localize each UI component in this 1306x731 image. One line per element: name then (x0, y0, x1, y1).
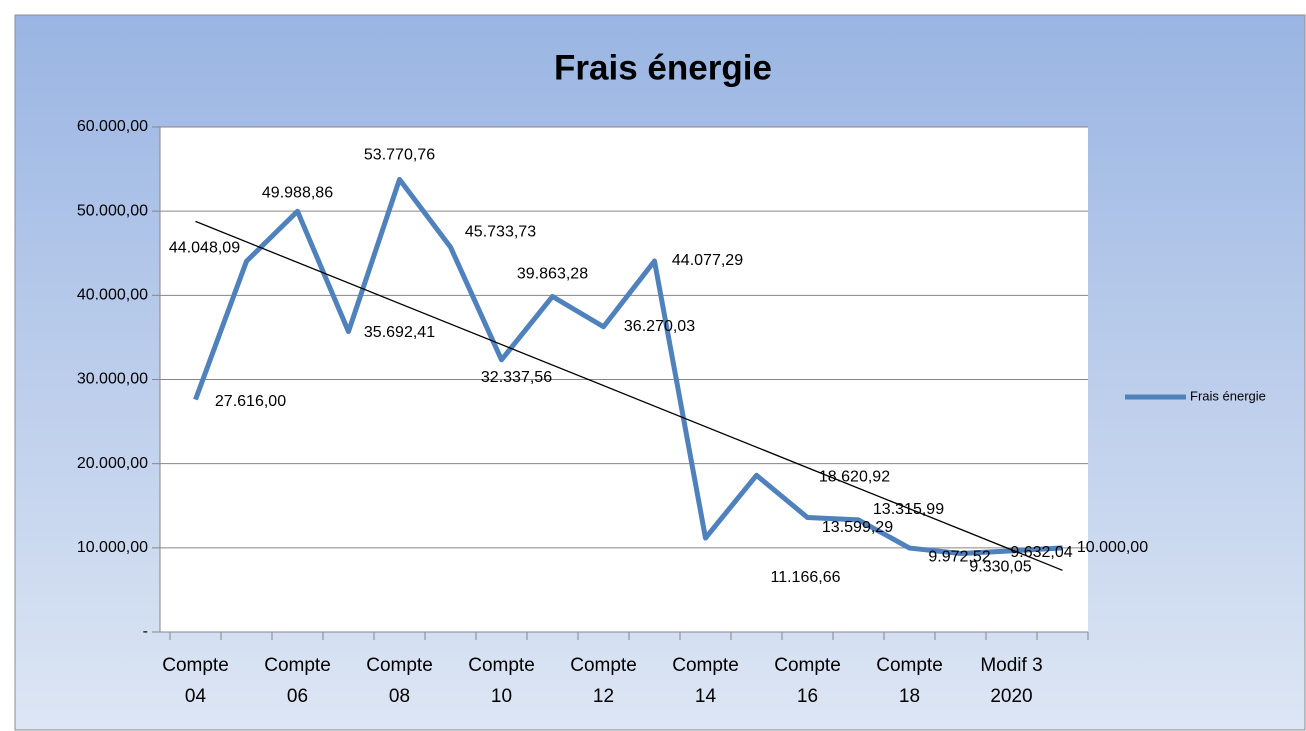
x-tick-label: Compte 06 (264, 655, 331, 707)
data-label: 53.770,76 (364, 147, 435, 164)
y-tick-label: 40.000,00 (77, 287, 148, 304)
data-label: 9.972,52 (928, 548, 990, 565)
x-tick-label: Compte 04 (162, 655, 229, 707)
data-label: 18.620,92 (819, 468, 890, 485)
data-label: 36.270,03 (624, 318, 695, 335)
data-label: 39.863,28 (517, 266, 588, 283)
data-label: 44.048,09 (169, 239, 240, 256)
x-tick-label: Compte 14 (672, 655, 739, 707)
x-tick-label: Compte 12 (570, 655, 637, 707)
data-label: 9.632,04 (1010, 544, 1072, 561)
trend-line (195, 220, 1063, 571)
y-tick-label: 30.000,00 (77, 371, 148, 388)
data-label: 13.599,29 (822, 519, 893, 536)
x-tick-label: Compte 16 (774, 655, 841, 707)
y-tick-label: 20.000,00 (77, 455, 148, 472)
x-tick-label: Modif 3 2020 (980, 655, 1042, 707)
data-label: 49.988,86 (262, 184, 333, 201)
y-tick-label: 10.000,00 (77, 539, 148, 556)
data-label: 11.166,66 (771, 569, 841, 586)
x-tick-label: Compte 18 (876, 655, 943, 707)
series-line (193, 176, 1063, 556)
data-label: 32.337,56 (481, 369, 552, 386)
y-tick-label: 60.000,00 (77, 118, 148, 135)
x-tick-label: Compte 10 (468, 655, 535, 707)
x-tick-label: Compte 08 (366, 655, 433, 707)
data-label: 44.077,29 (672, 252, 743, 269)
chart-title: Frais énergie (554, 48, 772, 87)
legend-label: Frais énergie (1190, 388, 1266, 403)
data-label: 45.733,73 (465, 223, 536, 240)
data-label: 13.315,99 (873, 501, 944, 518)
data-label: 9.330,05 (969, 559, 1031, 576)
y-tick-label: 50.000,00 (77, 202, 148, 219)
y-tick-label: - (143, 623, 148, 640)
data-label: 10.000,00 (1077, 539, 1148, 556)
data-label: 27.616,00 (215, 393, 286, 410)
data-label: 35.692,41 (364, 324, 435, 341)
